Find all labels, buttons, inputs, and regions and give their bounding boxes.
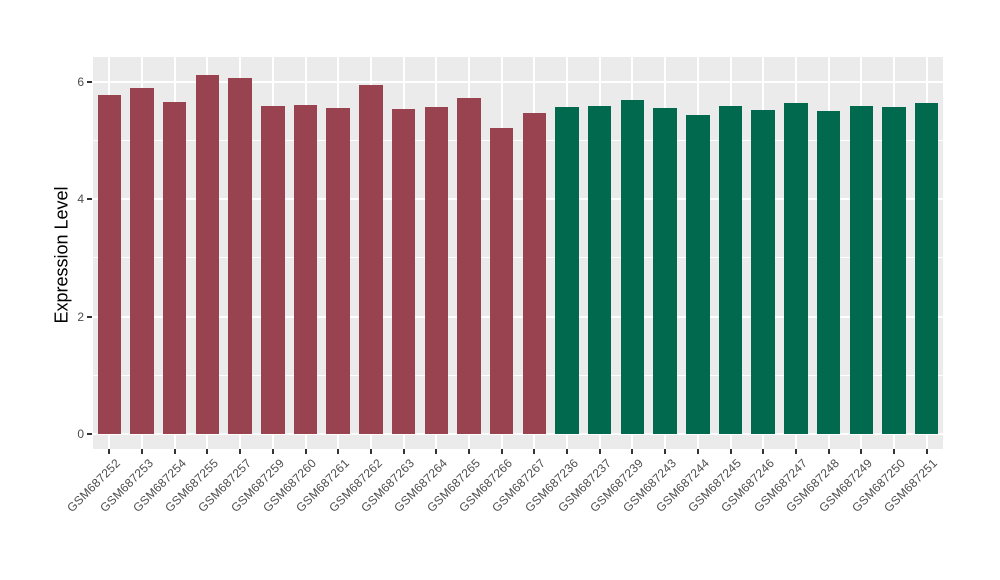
x-tick-mark: [892, 449, 895, 454]
x-tick-mark: [598, 449, 601, 454]
bar-GSM687245: [718, 106, 743, 434]
bar-GSM687244: [686, 115, 710, 434]
x-tick-mark: [762, 449, 765, 454]
x-tick-mark: [304, 449, 307, 454]
x-tick-mark: [729, 449, 732, 454]
bar-GSM687262: [359, 84, 383, 434]
bar-GSM687263: [391, 109, 416, 434]
x-tick-mark: [369, 449, 372, 454]
gridline-y-minor: [93, 140, 943, 141]
y-tick-label: 0: [77, 427, 84, 441]
bar-GSM687250: [882, 107, 906, 434]
x-tick-mark: [108, 449, 111, 454]
x-tick-mark: [467, 449, 470, 454]
x-tick-mark: [173, 449, 176, 454]
x-tick-mark: [533, 449, 536, 454]
x-tick-mark: [206, 449, 209, 454]
gridline-y-major: [93, 198, 943, 201]
y-tick-mark: [87, 198, 92, 201]
x-tick-mark: [337, 449, 340, 454]
gridline-y-major: [93, 315, 943, 318]
bar-GSM687239: [620, 99, 645, 434]
bar-GSM687246: [751, 109, 775, 434]
y-tick-label: 4: [77, 192, 84, 207]
x-tick-mark: [664, 449, 667, 454]
x-tick-mark: [500, 449, 503, 454]
y-tick-mark: [87, 433, 92, 435]
bar-GSM687249: [849, 106, 874, 434]
x-tick-mark: [860, 449, 863, 454]
x-tick-mark: [794, 449, 797, 454]
y-tick-label: 2: [77, 309, 84, 324]
bar-GSM687251: [914, 102, 939, 434]
bar-GSM687253: [130, 88, 154, 434]
y-tick-mark: [87, 80, 92, 83]
gridline-y-minor: [93, 374, 943, 376]
plot-panel: [93, 57, 943, 449]
bar-GSM687248: [816, 110, 841, 434]
bar-GSM687243: [653, 107, 677, 434]
gridline-y-major: [93, 433, 943, 435]
y-tick-mark: [87, 315, 92, 318]
x-tick-mark: [271, 449, 274, 454]
x-tick-mark: [925, 449, 928, 454]
bar-GSM687252: [97, 94, 122, 434]
x-tick-mark: [827, 449, 830, 454]
x-tick-mark: [696, 449, 699, 454]
y-tick-label: 6: [77, 74, 84, 89]
bar-GSM687266: [489, 128, 514, 434]
x-tick-mark: [239, 449, 242, 454]
bar-GSM687255: [195, 74, 220, 434]
bar-GSM687254: [162, 101, 187, 434]
bar-GSM687265: [457, 98, 481, 434]
bar-GSM687267: [522, 113, 547, 434]
gridline-y-major: [93, 80, 943, 83]
gridline-y-minor: [93, 257, 943, 259]
x-tick-mark: [141, 449, 144, 454]
bar-GSM687261: [326, 107, 350, 434]
bar-GSM687247: [784, 102, 808, 434]
x-tick-mark: [566, 449, 569, 454]
bar-GSM687259: [261, 106, 285, 434]
bar-GSM687260: [293, 104, 318, 434]
x-tick-mark: [402, 449, 405, 454]
bar-GSM687236: [555, 107, 579, 434]
x-tick-mark: [435, 449, 438, 454]
bar-GSM687264: [424, 107, 449, 434]
x-tick-mark: [631, 449, 634, 454]
bar-GSM687237: [587, 105, 612, 434]
bar-GSM687257: [228, 78, 252, 434]
